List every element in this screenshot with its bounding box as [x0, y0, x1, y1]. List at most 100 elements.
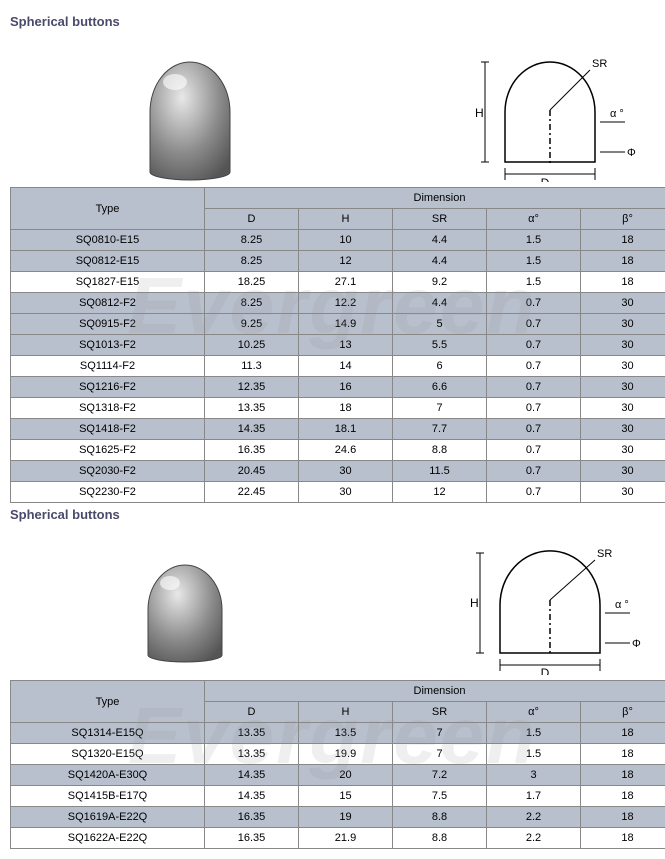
label-phi: Φ — [632, 638, 641, 650]
cell-b: 18 — [581, 230, 665, 251]
cell-type: SQ2030-F2 — [11, 461, 205, 482]
cell-type: SQ1320-E15Q — [11, 744, 205, 765]
cell-D: 20.45 — [205, 461, 299, 482]
cell-a: 1.5 — [487, 272, 581, 293]
cell-H: 19 — [299, 807, 393, 828]
table-row: SQ2030-F220.453011.50.730 — [11, 461, 665, 482]
cell-a: 0.7 — [487, 356, 581, 377]
cell-type: SQ1216-F2 — [11, 377, 205, 398]
cell-H: 30 — [299, 482, 393, 503]
cell-SR: 7 — [393, 744, 487, 765]
cell-a: 1.5 — [487, 251, 581, 272]
cell-H: 12 — [299, 251, 393, 272]
section-title: Spherical buttons — [10, 14, 665, 29]
cell-SR: 4.4 — [393, 251, 487, 272]
cell-type: SQ1314-E15Q — [11, 723, 205, 744]
table-row: SQ1622A-E22Q16.3521.98.82.218 — [11, 828, 665, 849]
cell-b: 30 — [581, 293, 665, 314]
cell-H: 12.2 — [299, 293, 393, 314]
cell-H: 21.9 — [299, 828, 393, 849]
col-a: α° — [487, 209, 581, 230]
label-h: H — [475, 106, 484, 120]
cell-type: SQ0812-F2 — [11, 293, 205, 314]
cell-type: SQ1318-F2 — [11, 398, 205, 419]
table-row: SQ1114-F211.31460.730 — [11, 356, 665, 377]
cell-type: SQ1013-F2 — [11, 335, 205, 356]
col-h: H — [299, 209, 393, 230]
cell-b: 30 — [581, 335, 665, 356]
cell-D: 12.35 — [205, 377, 299, 398]
table-row: SQ1320-E15Q13.3519.971.518 — [11, 744, 665, 765]
cell-D: 16.35 — [205, 440, 299, 461]
cell-SR: 7.5 — [393, 786, 487, 807]
table-row: SQ1827-E1518.2527.19.21.518 — [11, 272, 665, 293]
diagram-row: H D SR α ° Φ — [10, 530, 665, 680]
cell-D: 13.35 — [205, 723, 299, 744]
cell-H: 14 — [299, 356, 393, 377]
table-row: SQ0915-F29.2514.950.730 — [11, 314, 665, 335]
cell-b: 30 — [581, 461, 665, 482]
cell-type: SQ0810-E15 — [11, 230, 205, 251]
cell-type: SQ2230-F2 — [11, 482, 205, 503]
product-photo — [130, 42, 250, 182]
cell-b: 30 — [581, 440, 665, 461]
cell-b: 18 — [581, 251, 665, 272]
cell-a: 0.7 — [487, 335, 581, 356]
cell-SR: 7.7 — [393, 419, 487, 440]
cell-type: SQ0812-E15 — [11, 251, 205, 272]
table-row: SQ0810-E158.25104.41.518 — [11, 230, 665, 251]
cell-D: 14.35 — [205, 765, 299, 786]
label-h: H — [470, 596, 479, 610]
cell-D: 16.35 — [205, 807, 299, 828]
cell-b: 30 — [581, 482, 665, 503]
cell-a: 0.7 — [487, 293, 581, 314]
cell-H: 10 — [299, 230, 393, 251]
cell-D: 13.35 — [205, 744, 299, 765]
cell-a: 0.7 — [487, 398, 581, 419]
cell-a: 2.2 — [487, 807, 581, 828]
cell-a: 1.5 — [487, 723, 581, 744]
cell-D: 9.25 — [205, 314, 299, 335]
cell-H: 20 — [299, 765, 393, 786]
table-row: SQ1216-F212.35166.60.730 — [11, 377, 665, 398]
table-row: SQ2230-F222.4530120.730 — [11, 482, 665, 503]
cell-a: 1.7 — [487, 786, 581, 807]
col-d: D — [205, 702, 299, 723]
cell-b: 30 — [581, 419, 665, 440]
cell-a: 2.2 — [487, 828, 581, 849]
product-photo — [130, 545, 240, 665]
cell-SR: 12 — [393, 482, 487, 503]
cell-SR: 11.5 — [393, 461, 487, 482]
cell-b: 18 — [581, 765, 665, 786]
col-dimension: Dimension — [205, 188, 665, 209]
table-row: SQ1619A-E22Q16.35198.82.218 — [11, 807, 665, 828]
diagram-row: H D SR α ° Φ — [10, 37, 665, 187]
cell-type: SQ1420A-E30Q — [11, 765, 205, 786]
cell-b: 18 — [581, 272, 665, 293]
dimension-table-2: Type Dimension D H SR α° β° SQ1314-E15Q1… — [10, 680, 665, 849]
cell-H: 18.1 — [299, 419, 393, 440]
label-sr: SR — [592, 58, 607, 70]
cell-SR: 4.4 — [393, 293, 487, 314]
cell-type: SQ1827-E15 — [11, 272, 205, 293]
cell-b: 18 — [581, 744, 665, 765]
cell-a: 3 — [487, 765, 581, 786]
table-row: SQ1314-E15Q13.3513.571.518 — [11, 723, 665, 744]
cell-a: 0.7 — [487, 440, 581, 461]
cell-type: SQ1418-F2 — [11, 419, 205, 440]
table-row: SQ1013-F210.25135.50.730 — [11, 335, 665, 356]
cell-type: SQ1114-F2 — [11, 356, 205, 377]
cell-H: 14.9 — [299, 314, 393, 335]
cell-b: 18 — [581, 828, 665, 849]
label-sr: SR — [597, 548, 612, 560]
table-row: SQ1420A-E30Q14.35207.2318 — [11, 765, 665, 786]
cell-SR: 6 — [393, 356, 487, 377]
label-alpha: α ° — [610, 108, 624, 120]
col-h: H — [299, 702, 393, 723]
table-row: SQ1318-F213.351870.730 — [11, 398, 665, 419]
cell-a: 1.5 — [487, 744, 581, 765]
section-title: Spherical buttons — [10, 507, 665, 522]
technical-drawing: H D SR α ° Φ — [445, 535, 645, 675]
cell-H: 24.6 — [299, 440, 393, 461]
cell-b: 30 — [581, 314, 665, 335]
